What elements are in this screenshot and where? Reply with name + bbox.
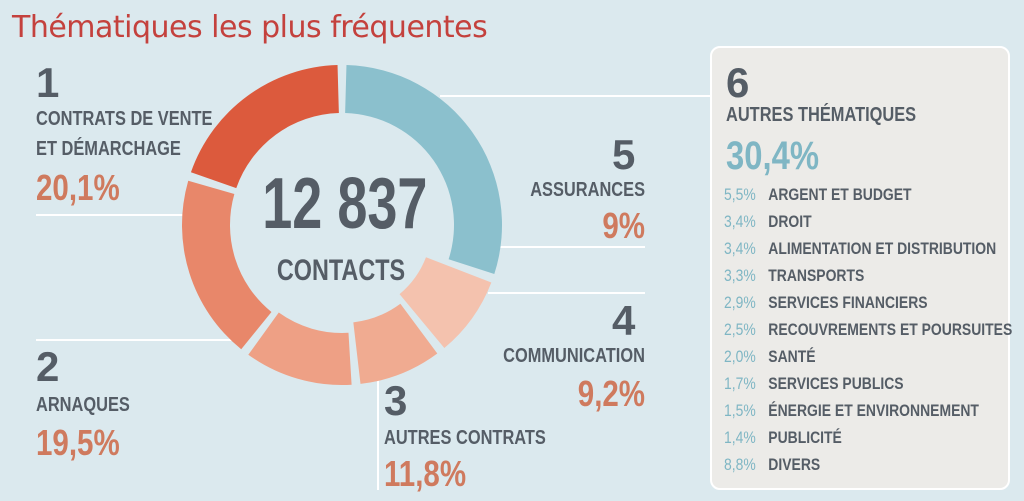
list-item: 3,4% ALIMENTATION ET DISTRIBUTION <box>724 235 1012 262</box>
total-contacts-value: 12 837 <box>262 164 428 244</box>
list-item-percent: 2,9% <box>724 293 756 312</box>
category-1-label-line-2: ET DÉMARCHAGE <box>36 138 181 160</box>
donut-segment-5 <box>399 257 492 348</box>
list-item-percent: 8,8% <box>724 455 756 474</box>
list-item: 2,0% SANTÉ <box>724 343 1012 370</box>
other-topics-panel <box>710 46 1010 490</box>
list-item: 1,5% ÉNERGIE ET ENVIRONNEMENT <box>724 397 1012 424</box>
category-6-rank: 6 <box>726 59 750 106</box>
list-item-label: DROIT <box>768 212 812 231</box>
list-item-label: DIVERS <box>768 455 821 474</box>
list-item: 3,4% DROIT <box>724 208 1012 235</box>
donut-segment-3 <box>248 312 352 385</box>
list-item-label: SERVICES PUBLICS <box>768 374 904 393</box>
list-item-percent: 3,3% <box>724 266 756 285</box>
list-item-label: SANTÉ <box>768 347 816 366</box>
category-4-percent: 9,2% <box>577 373 645 414</box>
list-item-label: ÉNERGIE ET ENVIRONNEMENT <box>768 401 979 420</box>
list-item: 2,5% RECOUVREMENTS ET POURSUITES <box>724 316 1012 343</box>
list-item-percent: 3,4% <box>724 212 756 231</box>
list-item-percent: 3,4% <box>724 239 756 258</box>
list-item-label: ALIMENTATION ET DISTRIBUTION <box>768 239 997 258</box>
list-item-label: ARGENT ET BUDGET <box>768 185 912 204</box>
list-item-percent: 2,0% <box>724 347 756 366</box>
category-1-percent: 20,1% <box>36 167 120 208</box>
list-item: 1,4% PUBLICITÉ <box>724 424 1012 451</box>
donut-segment-4 <box>353 303 438 384</box>
category-5-percent: 9% <box>602 205 645 246</box>
chart-title: Thématiques les plus fréquentes <box>12 10 488 45</box>
donut-segment-6 <box>345 65 502 275</box>
category-2-rank: 2 <box>36 343 60 390</box>
donut-segments <box>181 65 502 385</box>
list-item-label: TRANSPORTS <box>768 266 865 285</box>
list-item: 3,3% TRANSPORTS <box>724 262 1012 289</box>
list-item-label: RECOUVREMENTS ET POURSUITES <box>768 320 1013 339</box>
list-item-label: SERVICES FINANCIERS <box>768 293 928 312</box>
list-item-percent: 1,7% <box>724 374 756 393</box>
category-4-rank: 4 <box>612 297 636 344</box>
list-item: 2,9% SERVICES FINANCIERS <box>724 289 1012 316</box>
category-4-label: COMMUNICATION <box>503 345 645 367</box>
leader-lines <box>36 95 712 490</box>
category-3-percent: 11,8% <box>384 453 467 494</box>
category-6-label: AUTRES THÉMATIQUES <box>726 104 917 126</box>
list-item: 5,5% ARGENT ET BUDGET <box>724 181 1012 208</box>
category-3-label: AUTRES CONTRATS <box>384 427 546 449</box>
list-item-percent: 1,4% <box>724 428 756 447</box>
category-2-percent: 19,5% <box>36 422 120 463</box>
category-1-label-line-1: CONTRATS DE VENTE <box>36 108 213 130</box>
list-item-percent: 2,5% <box>724 320 756 339</box>
list-item-percent: 1,5% <box>724 401 756 420</box>
list-item-label: PUBLICITÉ <box>768 428 842 447</box>
list-item: 1,7% SERVICES PUBLICS <box>724 370 1012 397</box>
category-5-rank: 5 <box>612 131 636 178</box>
other-topics-list: 5,5% ARGENT ET BUDGET 3,4% DROIT 3,4% ALIME… <box>724 181 1024 478</box>
category-3-rank: 3 <box>384 377 408 424</box>
donut-segment-2 <box>181 180 272 350</box>
total-contacts-label: CONTACTS <box>276 254 406 287</box>
category-6-percent: 30,4% <box>726 134 820 178</box>
category-1-rank: 1 <box>36 59 60 106</box>
category-2-label: ARNAQUES <box>36 394 130 416</box>
list-item: 8,8% DIVERS <box>724 451 1012 478</box>
list-item-percent: 5,5% <box>724 185 756 204</box>
category-5-label: ASSURANCES <box>530 179 645 201</box>
donut-segment-1 <box>190 65 339 189</box>
